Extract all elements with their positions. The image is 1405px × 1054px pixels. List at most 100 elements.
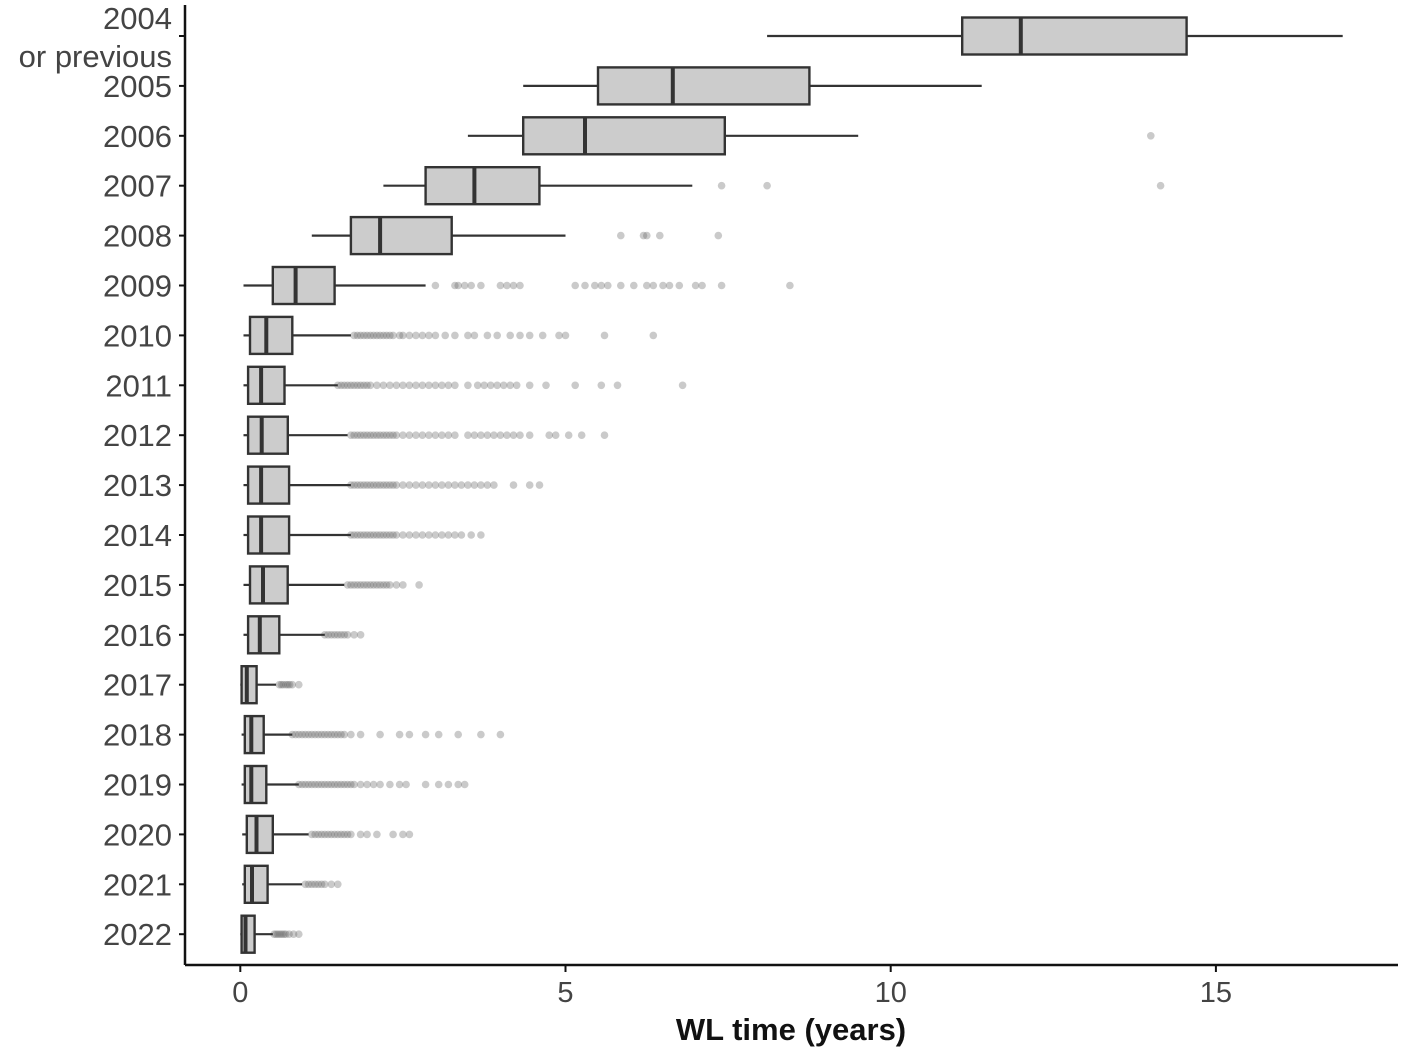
outlier-point-2010	[350, 331, 358, 340]
outlier-point-2013	[347, 481, 355, 489]
outlier-point-2014	[477, 531, 485, 539]
outlier-point-2013	[382, 481, 391, 489]
outlier-point-2014	[382, 531, 391, 539]
outlier-point-2013	[356, 481, 365, 489]
outlier-point-2021	[321, 880, 329, 889]
outlier-point-2012	[353, 431, 362, 440]
outlier-point-2012	[405, 431, 414, 440]
outlier-point-2010	[561, 331, 570, 340]
box-2011	[246, 365, 286, 405]
outlier-point-2013	[389, 481, 397, 489]
outlier-point-2018	[334, 730, 342, 739]
box-2010	[248, 315, 294, 356]
outlier-point-2014	[451, 531, 459, 539]
outlier-point-2016	[350, 631, 358, 639]
outlier-point-2014	[405, 531, 414, 539]
outlier-point-2017	[285, 680, 294, 689]
outlier-point-2020	[324, 830, 332, 839]
y-tick-label-2013: 2013	[103, 468, 172, 503]
outlier-point-2022	[272, 930, 280, 938]
outlier-point-2009	[617, 281, 625, 290]
outlier-point-2012	[382, 431, 391, 440]
outlier-point-2015	[360, 581, 368, 589]
outlier-point-2012	[431, 431, 440, 440]
outlier-point-2011	[444, 381, 453, 390]
box-2008	[349, 215, 453, 256]
outlier-point-2020	[347, 830, 355, 839]
outlier-point-2019	[421, 780, 430, 789]
outlier-point-2010	[538, 331, 547, 340]
outlier-point-2018	[321, 730, 329, 739]
box-group-2013	[243, 465, 544, 505]
outlier-point-2015	[373, 581, 381, 589]
outlier-point-2014	[350, 531, 358, 539]
outlier-point-2018	[330, 730, 339, 739]
box-2013	[246, 465, 291, 505]
outlier-point-2014	[389, 531, 397, 539]
outlier-point-2009	[597, 281, 606, 290]
outlier-point-2009	[503, 281, 511, 290]
outlier-point-2019	[314, 780, 323, 789]
outlier-point-2009	[516, 281, 524, 290]
outlier-point-2022	[276, 930, 284, 938]
outlier-point-2010	[389, 331, 397, 340]
box-2015	[248, 565, 289, 605]
outlier-point-2010	[363, 331, 371, 340]
outlier-point-2014	[376, 531, 384, 539]
outlier-point-2011	[343, 381, 352, 390]
outlier-point-2012	[379, 431, 388, 440]
outlier-point-2009	[649, 281, 658, 290]
outlier-point-2011	[542, 381, 550, 390]
outlier-point-2013	[525, 481, 534, 489]
box-group-2007	[383, 165, 1165, 206]
outlier-point-2018	[301, 730, 310, 739]
outlier-point-2019	[321, 780, 329, 789]
outlier-point-2017	[275, 680, 284, 689]
outlier-point-2018	[395, 730, 404, 739]
box-group-2021	[242, 864, 342, 904]
box-group-2020	[242, 814, 414, 855]
y-tick-label-2004: 2004	[103, 1, 172, 36]
outlier-point-2009	[786, 281, 794, 290]
outlier-point-2010	[516, 331, 524, 340]
outlier-point-2009	[581, 281, 589, 290]
outlier-point-2010	[412, 331, 420, 340]
outlier-point-2010	[353, 331, 362, 340]
outlier-point-2020	[314, 830, 323, 839]
outlier-point-2020	[389, 830, 397, 839]
outlier-point-2019	[347, 780, 355, 789]
outlier-point-2013	[418, 481, 427, 489]
outlier-point-2020	[330, 830, 339, 839]
outlier-point-2012	[350, 431, 358, 440]
outlier-point-2011	[379, 381, 388, 390]
box-group-2009	[243, 265, 794, 306]
outlier-point-2012	[347, 431, 355, 440]
outlier-point-2018	[454, 730, 463, 739]
box-group-2016	[243, 615, 365, 655]
outlier-point-2013	[451, 481, 459, 489]
outlier-point-2011	[405, 381, 414, 390]
outlier-point-2015	[347, 581, 355, 589]
outlier-point-2010	[395, 331, 404, 340]
outlier-point-2010	[379, 331, 388, 340]
outlier-point-2019	[460, 780, 469, 789]
outlier-point-2011	[418, 381, 427, 390]
box-2012	[246, 415, 290, 455]
box-group-2022	[240, 914, 303, 954]
outlier-point-2010	[360, 331, 368, 340]
outlier-point-2019	[334, 780, 342, 789]
outlier-point-2014	[386, 531, 394, 539]
outlier-point-2018	[317, 730, 326, 739]
y-tick-label-2010: 2010	[103, 318, 172, 353]
outlier-point-2022	[282, 930, 290, 938]
outlier-point-2012	[418, 431, 427, 440]
plot-area	[240, 16, 1343, 954]
outlier-point-2019	[308, 780, 316, 789]
box-group-2018	[241, 714, 505, 755]
outlier-point-2010	[356, 331, 365, 340]
outlier-point-2014	[363, 531, 371, 539]
outlier-point-2021	[334, 880, 342, 889]
outlier-point-2009	[460, 281, 469, 290]
outlier-point-2020	[405, 830, 414, 839]
